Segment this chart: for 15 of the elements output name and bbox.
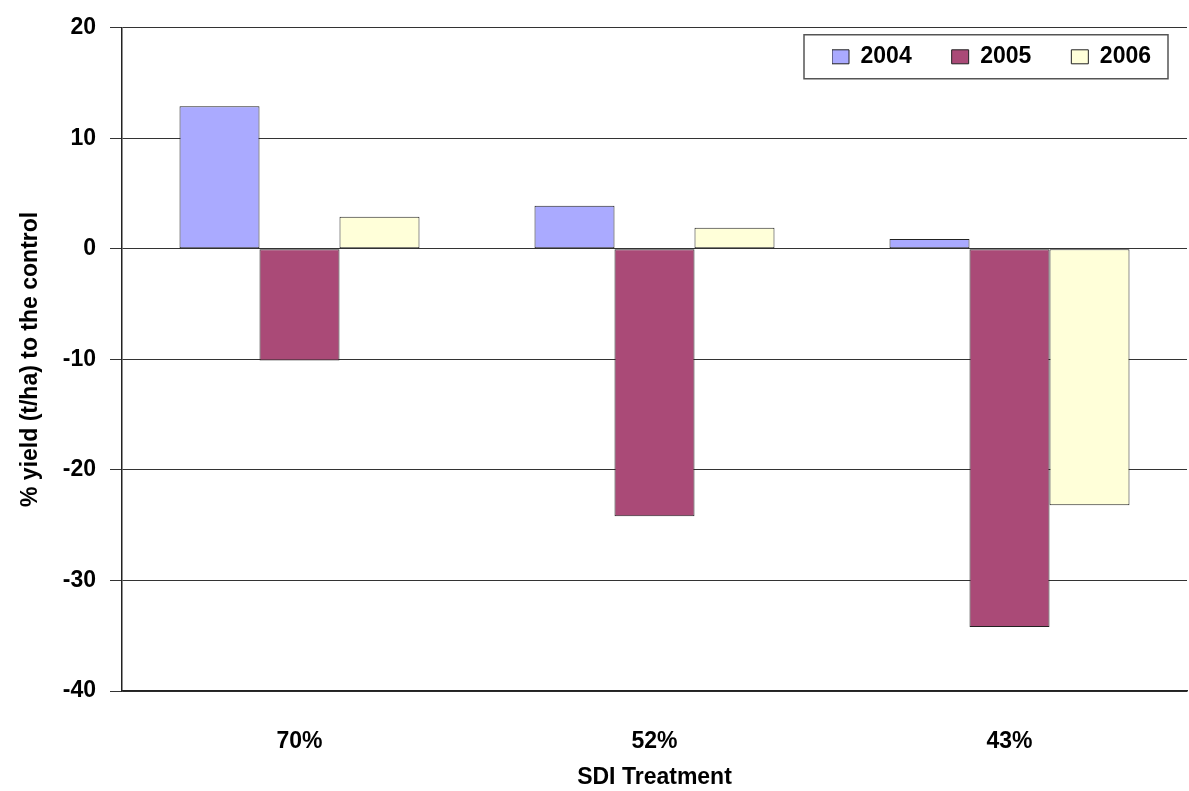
y-axis-title: % yield (t/ha) to the control xyxy=(16,211,43,507)
x-tick-label: 43% xyxy=(986,727,1033,754)
y-tick-label: -20 xyxy=(62,455,96,482)
legend-label: 2005 xyxy=(980,42,1032,69)
y-tick-label: -30 xyxy=(62,565,96,592)
x-tick-label: 70% xyxy=(276,727,323,754)
y-tick-label: -10 xyxy=(62,344,96,371)
x-tick-label: 52% xyxy=(631,727,678,754)
y-tick-label: 10 xyxy=(70,123,96,150)
legend-label: 2004 xyxy=(860,42,912,69)
y-tick-label: 20 xyxy=(70,13,96,40)
x-axis-title: SDI Treatment xyxy=(577,762,733,789)
legend-label: 2006 xyxy=(1099,42,1152,69)
y-tick-label: -40 xyxy=(62,676,96,703)
y-tick-label: 0 xyxy=(83,234,96,261)
